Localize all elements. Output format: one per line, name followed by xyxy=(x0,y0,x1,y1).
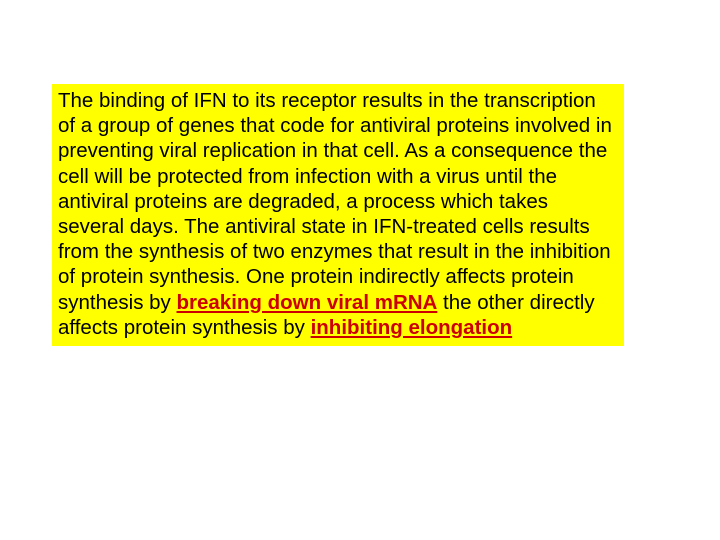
main-textbox: The binding of IFN to its receptor resul… xyxy=(52,84,624,346)
emphasis-breaking-down-mrna: breaking down viral mRNA xyxy=(177,291,438,314)
body-text-part-1: The binding of IFN to its receptor resul… xyxy=(58,89,612,314)
slide: The binding of IFN to its receptor resul… xyxy=(0,0,720,540)
emphasis-inhibiting-elongation: inhibiting elongation xyxy=(311,316,513,339)
